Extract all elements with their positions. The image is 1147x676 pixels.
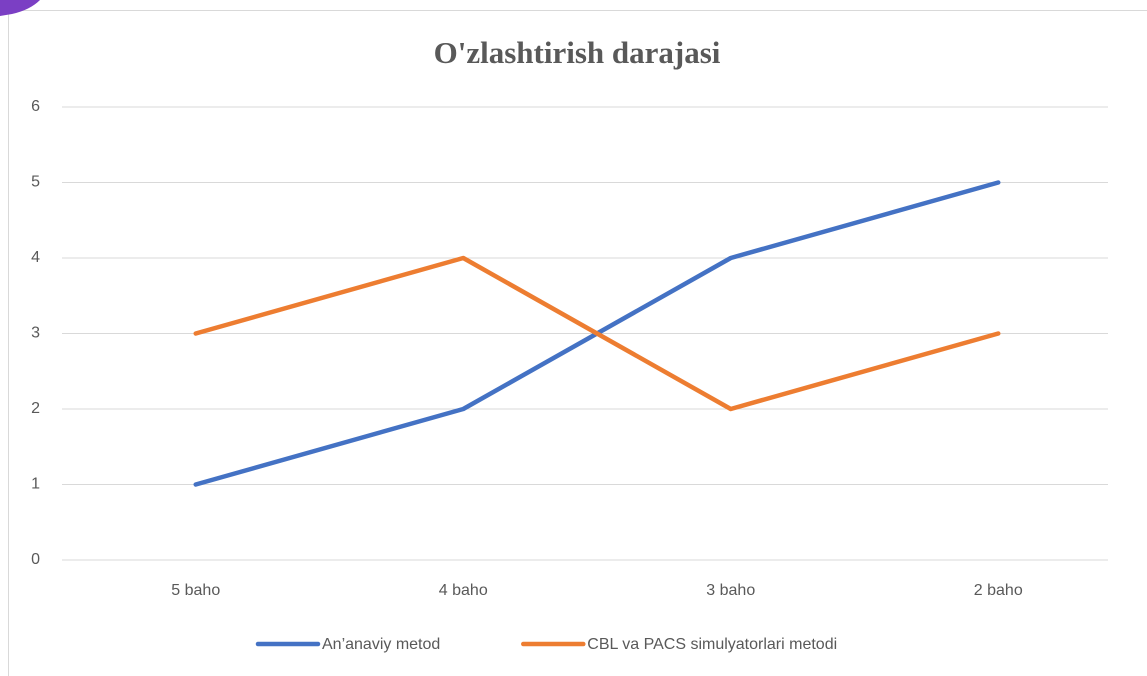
chart-title: O'zlashtirish darajasi: [434, 35, 721, 70]
corner-icon: [0, 0, 40, 16]
x-tick-label: 3 baho: [706, 582, 755, 599]
legend-label: CBL va PACS simulyatorlari metodi: [587, 636, 837, 653]
x-tick-label: 2 baho: [974, 582, 1023, 599]
y-tick-label: 3: [31, 325, 40, 342]
y-tick-label: 5: [31, 174, 40, 191]
x-tick-label: 4 baho: [439, 582, 488, 599]
x-tick-label: 5 baho: [171, 582, 220, 599]
series-line: [193, 255, 1001, 412]
y-tick-label: 0: [31, 551, 40, 568]
legend-label: An’anaviy metod: [322, 636, 440, 653]
y-tick-label: 4: [31, 249, 40, 266]
y-tick-label: 2: [31, 400, 40, 417]
y-tick-label: 1: [31, 476, 40, 493]
y-tick-label: 6: [31, 98, 40, 115]
